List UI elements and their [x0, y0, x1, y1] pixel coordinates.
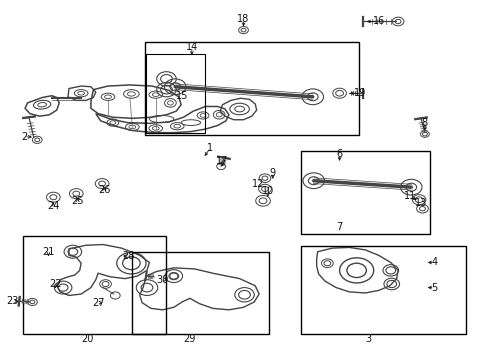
Text: 7: 7 — [336, 222, 342, 231]
Text: 4: 4 — [431, 257, 437, 267]
Text: 17: 17 — [216, 156, 228, 166]
Text: 22: 22 — [49, 279, 61, 289]
Text: 30: 30 — [156, 275, 168, 285]
Text: 6: 6 — [336, 149, 342, 159]
Text: 25: 25 — [71, 196, 84, 206]
Text: 5: 5 — [431, 283, 437, 293]
Bar — [146, 54, 205, 134]
Text: 2: 2 — [21, 132, 27, 142]
Text: 13: 13 — [414, 198, 426, 208]
Text: 11: 11 — [404, 191, 416, 201]
Text: 16: 16 — [372, 17, 384, 27]
Text: 1: 1 — [207, 143, 213, 153]
Text: 27: 27 — [92, 298, 104, 308]
Text: 24: 24 — [47, 201, 60, 211]
Text: 28: 28 — [122, 251, 134, 261]
Text: 8: 8 — [421, 118, 427, 128]
Text: 14: 14 — [185, 42, 198, 51]
Bar — [22, 235, 166, 334]
Bar — [300, 151, 429, 234]
Text: 20: 20 — [81, 333, 94, 343]
Text: 21: 21 — [42, 247, 55, 257]
Text: 12: 12 — [251, 179, 264, 189]
Text: 29: 29 — [183, 333, 196, 343]
Text: 15: 15 — [176, 91, 188, 101]
Text: 3: 3 — [365, 333, 371, 343]
Text: 18: 18 — [237, 14, 249, 24]
Text: 10: 10 — [261, 186, 273, 196]
Text: 23: 23 — [7, 296, 19, 306]
Bar — [300, 246, 466, 334]
Text: 19: 19 — [354, 88, 366, 98]
Bar — [144, 42, 358, 135]
Text: 9: 9 — [269, 168, 275, 178]
Bar — [132, 252, 268, 334]
Text: 26: 26 — [98, 185, 110, 195]
